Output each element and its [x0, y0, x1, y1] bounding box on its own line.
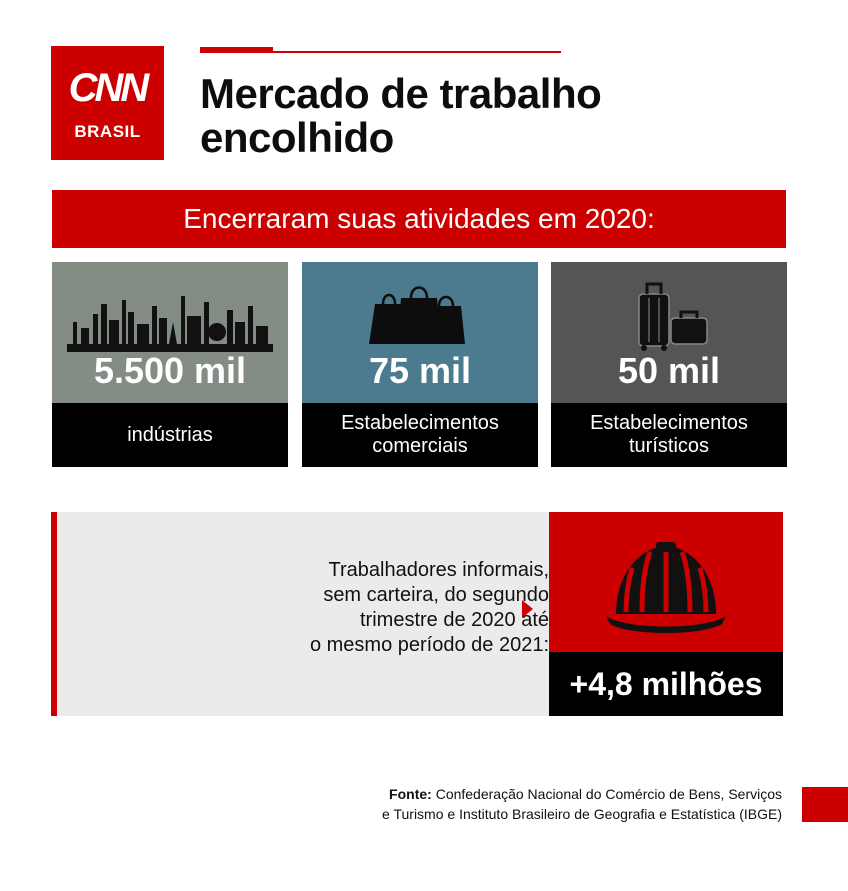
card-tourism-label-line2: turísticos: [628, 435, 710, 457]
source-label: Fonte:: [389, 786, 432, 802]
title-accent-bar: [200, 47, 273, 52]
card-commerce: 75 mil Estabelecimentos comerciais: [302, 262, 538, 467]
source-note: Fonte: Confederação Nacional do Comércio…: [300, 784, 782, 824]
logo-sub: BRASIL: [74, 122, 141, 141]
card-commerce-top: 75 mil: [302, 262, 538, 403]
hard-hat-box: [549, 512, 783, 652]
logo-mark: CNN: [68, 66, 150, 110]
source-line-1: Confederação Nacional do Comércio de Ben…: [435, 786, 782, 802]
card-industries-value: 5.500 mil: [93, 350, 247, 391]
card-tourism-top: 50 mil: [551, 262, 787, 403]
title-line-1: Mercado de trabalho: [200, 70, 602, 117]
factory-skyline-icon: [67, 296, 273, 352]
card-industries-label-line1: indústrias: [127, 423, 213, 446]
luggage-icon: [638, 282, 708, 351]
card-commerce-value: 75 mil: [368, 350, 472, 391]
source-line-2: e Turismo e Instituto Brasileiro de Geog…: [382, 806, 782, 822]
informal-workers-panel: Trabalhadores informais, sem carteira, d…: [51, 512, 783, 716]
card-tourism-label-line1: Estabelecimentos: [590, 412, 748, 434]
title-line-2: encolhido: [200, 114, 394, 161]
card-industries-top: 5.500 mil: [52, 262, 288, 403]
card-industries: 5.500 mil indústrias: [52, 262, 288, 467]
informal-line-3: trimestre de 2020 até: [360, 609, 549, 631]
card-tourism: 50 mil Estabelecimentos turísticos: [551, 262, 787, 467]
card-commerce-label: Estabelecimentos comerciais: [302, 403, 538, 467]
card-tourism-value: 50 mil: [617, 350, 721, 391]
informal-line-1: Trabalhadores informais,: [328, 559, 549, 581]
cnn-brasil-logo: CNN BRASIL: [51, 46, 164, 160]
shopping-bags-icon: [369, 286, 465, 344]
informal-workers-text: Trabalhadores informais, sem carteira, d…: [211, 558, 549, 658]
card-commerce-label-line2: comerciais: [372, 435, 468, 457]
card-industries-label: indústrias: [52, 403, 288, 467]
corner-accent-block: [802, 787, 848, 822]
informal-workers-value: +4,8 milhões: [549, 652, 783, 716]
title-rule: [200, 51, 561, 53]
informal-line-4: o mesmo período de 2021:: [309, 634, 549, 656]
pointer-arrow-icon: [522, 600, 533, 618]
panel-red-edge: [51, 512, 57, 716]
closures-banner: Encerraram suas atividades em 2020:: [52, 190, 786, 248]
page-title: Mercado de trabalho encolhido: [200, 72, 760, 160]
card-commerce-label-line1: Estabelecimentos: [341, 412, 499, 434]
card-tourism-label: Estabelecimentos turísticos: [551, 403, 787, 467]
informal-line-2: sem carteira, do segundo: [323, 584, 549, 606]
hard-hat-icon: [606, 542, 726, 633]
